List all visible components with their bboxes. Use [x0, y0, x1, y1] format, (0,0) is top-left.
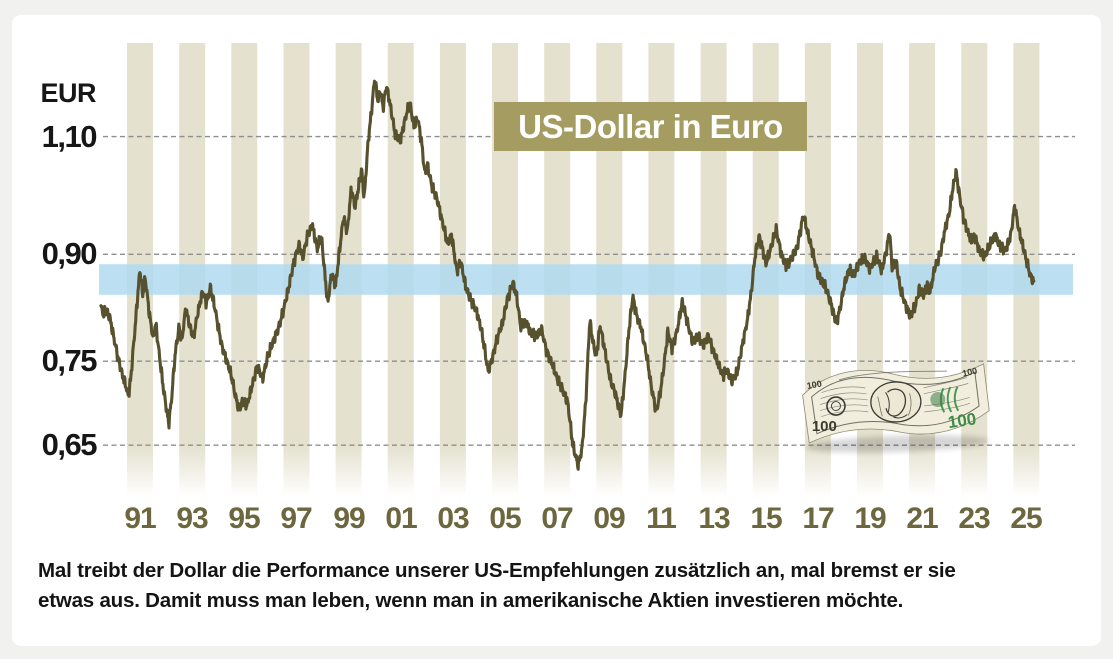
denomination-top-right: 100 — [961, 366, 978, 379]
x-tick-label: 99 — [333, 502, 365, 535]
y-tick-label: 1,10 — [41, 119, 98, 154]
x-tick-label: 03 — [437, 502, 469, 535]
y-axis-unit-label: EUR — [40, 78, 96, 108]
portrait-engraving — [877, 388, 912, 419]
y-tick-label: 0,90 — [41, 236, 98, 271]
x-tick-label: 19 — [854, 502, 886, 535]
x-tick-label: 91 — [124, 502, 156, 535]
denomination-top-left: 100 — [806, 379, 823, 391]
bill-engraving-lines — [819, 377, 971, 417]
y-tick-label: 0,75 — [41, 343, 98, 378]
federal-seal-icon — [826, 396, 846, 416]
highlight-band — [99, 264, 1073, 295]
x-tick-label: 09 — [593, 502, 625, 535]
federal-seal-inner — [831, 401, 841, 411]
x-tick-label: 17 — [802, 502, 834, 535]
x-tick-label: 21 — [906, 502, 938, 535]
x-tick-label: 95 — [228, 502, 260, 535]
x-tick-label: 23 — [958, 502, 990, 535]
x-tick-label: 13 — [698, 502, 730, 535]
chart-title: US-Dollar in Euro — [494, 102, 807, 151]
exchange-rate-line — [99, 79, 1036, 471]
denomination-bottom-right-green: 100 — [947, 409, 978, 432]
denomination-bottom-left: 100 — [812, 418, 837, 435]
x-tick-label: 15 — [750, 502, 782, 535]
y-tick-label: 0,65 — [41, 427, 98, 462]
x-tick-label: 25 — [1010, 502, 1042, 535]
dollar-bill-illustration: 100 100 100 100 — [802, 363, 990, 453]
bill-shadow — [805, 435, 990, 453]
treasury-seal-icon — [930, 391, 946, 407]
x-tick-label: 07 — [541, 502, 573, 535]
chart-caption: Mal treibt der Dollar die Performance un… — [38, 556, 1088, 616]
x-tick-label: 93 — [176, 502, 208, 535]
franklin-portrait — [870, 381, 922, 423]
x-tick-label: 97 — [280, 502, 312, 535]
x-tick-label: 05 — [489, 502, 521, 535]
bill-inner-frame — [811, 371, 980, 435]
caption-line-2: etwas aus. Damit muss man leben, wenn ma… — [38, 589, 904, 612]
x-tick-label: 11 — [646, 502, 677, 535]
caption-line-1: Mal treibt der Dollar die Performance un… — [38, 559, 956, 582]
x-tick-label: 01 — [385, 502, 417, 535]
bill-top-banner — [838, 370, 947, 381]
